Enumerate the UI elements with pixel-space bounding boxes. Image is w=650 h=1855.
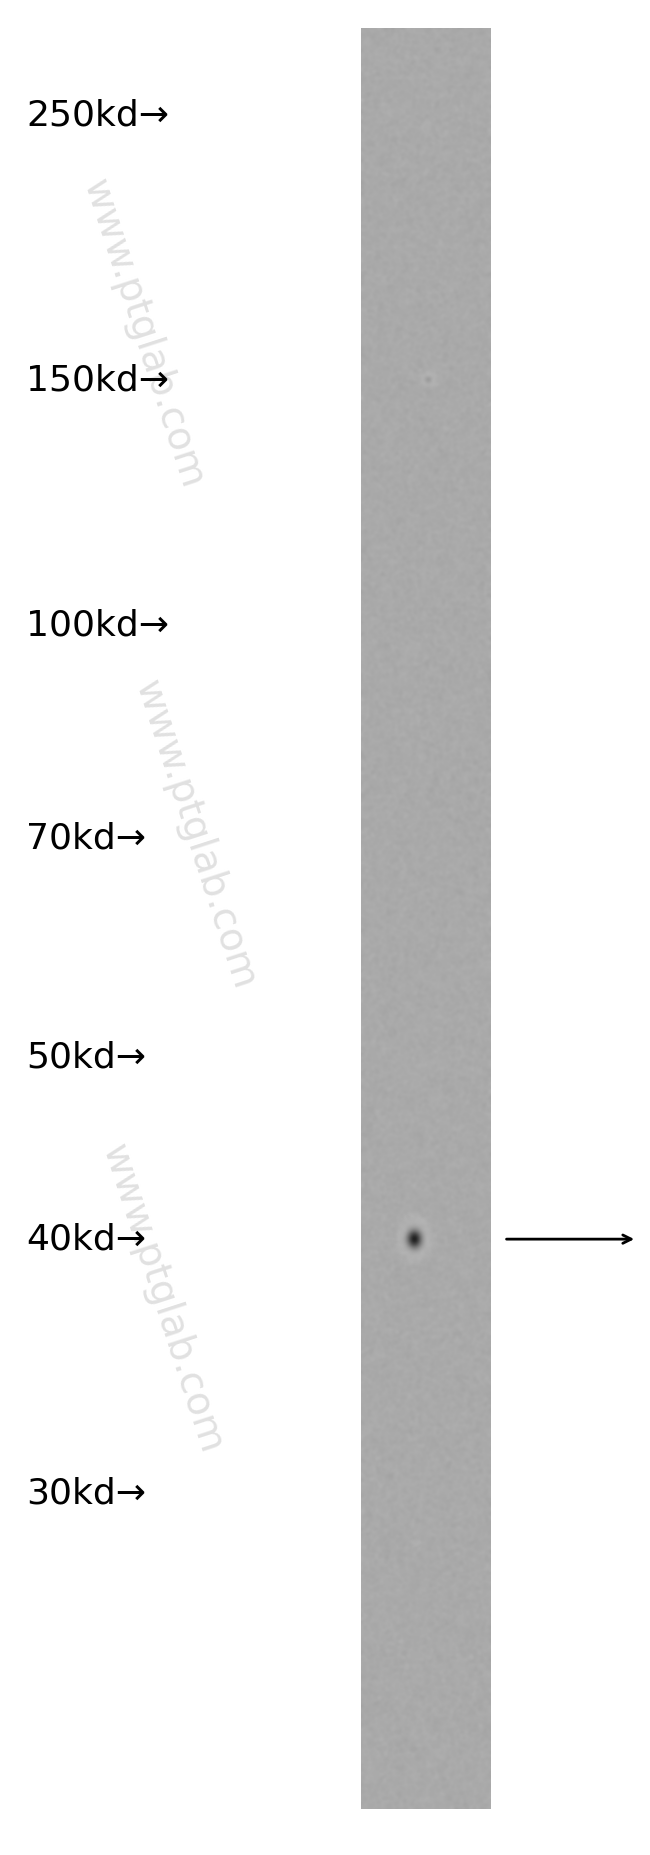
Text: 70kd→: 70kd→ [26, 822, 146, 855]
Text: www.ptglab.com: www.ptglab.com [75, 174, 211, 493]
Text: 250kd→: 250kd→ [26, 98, 169, 132]
Text: 40kd→: 40kd→ [26, 1222, 146, 1256]
Bar [361, 28, 491, 1809]
Text: www.ptglab.com: www.ptglab.com [94, 1139, 231, 1458]
Text: 50kd→: 50kd→ [26, 1041, 146, 1074]
Text: 150kd→: 150kd→ [26, 364, 169, 397]
Text: 30kd→: 30kd→ [26, 1477, 146, 1510]
Text: www.ptglab.com: www.ptglab.com [127, 675, 263, 994]
Text: 100kd→: 100kd→ [26, 608, 169, 642]
